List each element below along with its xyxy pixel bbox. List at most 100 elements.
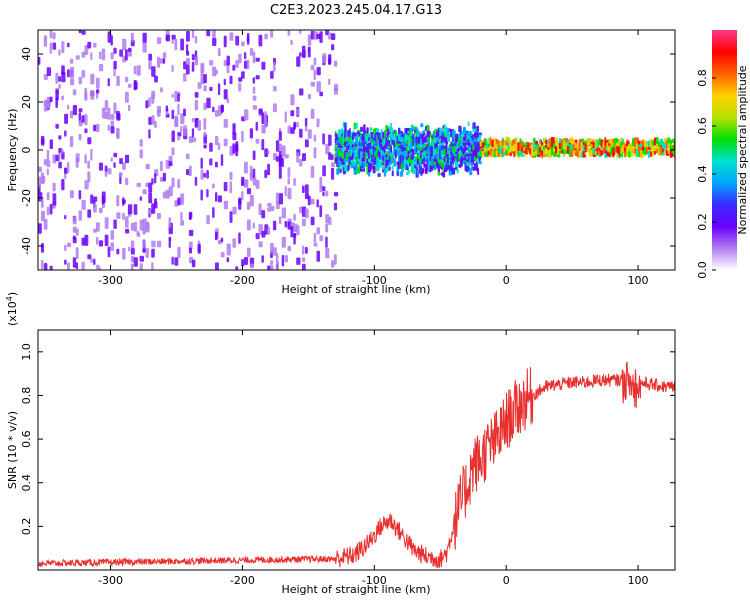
heatmap-cell <box>133 221 137 232</box>
heatmap-cell <box>177 93 180 102</box>
heatmap-cell <box>241 71 245 79</box>
heatmap-cell <box>270 265 274 270</box>
heatmap-cell <box>470 130 473 135</box>
heatmap-cell <box>215 161 218 168</box>
heatmap-cell <box>49 42 52 54</box>
heatmap-cell <box>215 192 218 202</box>
heatmap-cell <box>278 158 282 169</box>
heatmap-cell <box>235 143 239 152</box>
heatmap-cell <box>151 66 156 77</box>
heatmap-cell <box>353 155 356 161</box>
heatmap-cell <box>125 177 129 186</box>
heatmap-cell <box>197 120 201 131</box>
heatmap-cell <box>390 122 392 130</box>
heatmap-cell <box>604 146 607 151</box>
heatmap-cell <box>442 125 445 129</box>
heatmap-cell <box>515 137 518 145</box>
heatmap-cell <box>304 125 308 132</box>
heatmap-cell <box>302 263 306 270</box>
heatmap-cell <box>180 38 184 51</box>
heatmap-cell <box>84 234 89 246</box>
heatmap-cell <box>200 189 203 201</box>
heatmap-cell <box>177 132 182 137</box>
heatmap-cell <box>98 64 104 72</box>
heatmap-cell <box>353 169 358 175</box>
heatmap-cell <box>284 186 287 197</box>
heatmap-cell <box>46 160 51 168</box>
heatmap-cell <box>310 30 315 40</box>
heatmap-cell <box>96 123 100 132</box>
heatmap-cell <box>328 216 332 225</box>
heatmap-cell <box>293 213 296 221</box>
heatmap-cell <box>281 255 285 267</box>
heatmap-cell <box>462 127 466 135</box>
heatmap-cell <box>223 138 228 147</box>
heatmap-cell <box>69 110 74 119</box>
heatmap-cell <box>194 36 198 44</box>
spectrogram-x-axis: -300 -200 -100 0 100 <box>98 30 649 287</box>
heatmap-cell <box>275 261 279 270</box>
heatmap-cell <box>38 166 42 173</box>
heatmap-cell <box>217 195 222 203</box>
heatmap-cell <box>119 158 123 165</box>
heatmap-cell <box>657 151 660 156</box>
heatmap-cell <box>157 240 162 248</box>
heatmap-cell <box>171 130 175 142</box>
heatmap-cell <box>229 171 233 180</box>
heatmap-cell <box>180 193 185 205</box>
heatmap-cell <box>125 49 128 61</box>
heatmap-cell <box>113 219 117 229</box>
heatmap-cell <box>209 158 213 166</box>
heatmap-cell <box>223 60 227 67</box>
heatmap-cell <box>209 142 213 152</box>
heatmap-cell <box>87 41 92 49</box>
heatmap-cell <box>151 248 155 258</box>
heatmap-cell <box>302 218 306 227</box>
heatmap-cell <box>273 103 277 113</box>
heatmap-cell <box>104 234 109 246</box>
heatmap-cell <box>96 92 99 99</box>
heatmap-cell <box>55 72 59 84</box>
heatmap-cell <box>287 30 291 36</box>
heatmap-cell <box>341 160 344 165</box>
heatmap-cell <box>40 136 45 146</box>
heatmap-cell <box>539 138 542 143</box>
heatmap-cell <box>157 105 161 114</box>
heatmap-cell <box>252 150 256 160</box>
heatmap-cell <box>235 60 239 68</box>
heatmap-cell <box>264 122 268 128</box>
heatmap-cell <box>244 52 247 60</box>
heatmap-cell <box>194 99 198 111</box>
heatmap-cell <box>90 258 93 263</box>
heatmap-cell <box>543 137 546 144</box>
heatmap-cell <box>61 95 64 100</box>
heatmap-cell <box>238 82 242 92</box>
heatmap-cell <box>217 83 221 96</box>
heatmap-cell <box>369 137 372 142</box>
heatmap-cell <box>113 60 117 70</box>
heatmap-cell <box>663 142 666 148</box>
heatmap-cell <box>325 190 329 197</box>
heatmap-cell <box>264 169 268 178</box>
heatmap-cell <box>241 130 244 143</box>
heatmap-cell <box>310 108 315 119</box>
heatmap-cell <box>171 177 175 188</box>
heatmap-cell <box>331 44 335 51</box>
colorbar-ticks: 0.0 0.2 0.4 0.6 0.8 <box>696 69 716 279</box>
heatmap-cell <box>171 34 176 40</box>
heatmap-cell <box>391 170 394 177</box>
heatmap-cell <box>145 100 149 109</box>
heatmap-cell <box>372 165 376 174</box>
heatmap-cell <box>375 151 378 160</box>
heatmap-cell <box>151 178 154 185</box>
heatmap-cell <box>246 201 251 210</box>
heatmap-cell <box>191 54 195 61</box>
heatmap-cell <box>110 126 115 134</box>
heatmap-cell <box>226 62 230 74</box>
heatmap-cell <box>67 104 70 110</box>
heatmap-cell <box>136 65 141 76</box>
heatmap-cell <box>110 120 114 127</box>
heatmap-cell <box>125 91 129 103</box>
heatmap-cell <box>616 138 619 143</box>
